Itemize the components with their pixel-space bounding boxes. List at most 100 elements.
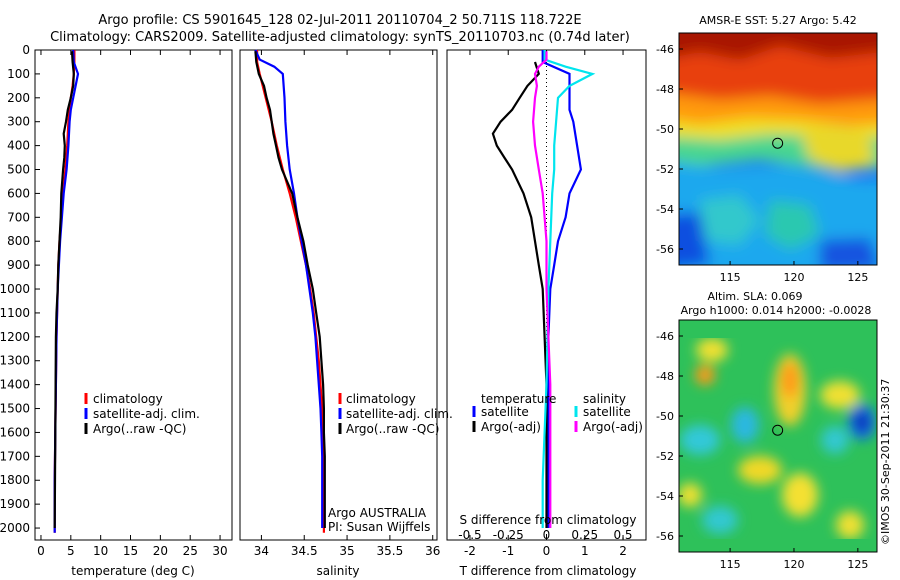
x-tick-label: 15 [123,544,138,558]
sst-lat-tick-labels: -46 -48 -50 -52 -54 -56 [656,43,683,256]
y-tick-label: 1900 [0,497,30,511]
lon-tick-label: 115 [720,271,741,284]
temperature-profiles [53,49,80,533]
legend-label-climatology: climatology [346,392,416,406]
sla-map-frame [678,319,878,553]
y-tick-label: 600 [7,186,30,200]
salinity-legend: climatology satellite-adj. clim. Argo(..… [338,392,453,436]
x-tick-label: -1 [502,544,514,558]
salinity-axes-box [239,49,438,541]
temperature-xlabel: temperature (deg C) [71,564,194,578]
x-tick-label: 30 [212,544,227,558]
x-tick-label: 34 [254,544,269,558]
legend-label-satellite: satellite-adj. clim. [93,407,200,421]
series-line-temperature-argo-adj- [491,61,548,528]
s-tick-label: -0.25 [493,528,524,542]
x-tick-label: 35 [339,544,354,558]
legend-label-t-satellite: satellite [481,405,529,419]
y-tick-label: 1200 [0,330,30,344]
series-line-satellite-adj-clim- [254,49,324,528]
legend-label-t-argo: Argo(-adj) [481,420,541,434]
temperature-legend: climatology satellite-adj. clim. Argo(..… [84,392,200,436]
lat-tick-label: -52 [656,163,674,176]
series-line-argo-raw-qc- [53,51,75,529]
lat-tick-label: -46 [656,43,674,56]
lat-tick-label: -48 [656,370,674,383]
s-difference-tick-labels: -0.5 -0.25 0 0.25 0.5 [458,528,632,542]
lon-tick-label: 125 [847,558,868,571]
y-tick-label: 200 [7,91,30,105]
lat-tick-label: -56 [656,243,674,256]
sst-lon-tick-labels: 115 120 125 [720,261,868,284]
s-tick-label: 0.25 [571,528,598,542]
y-tick-label: 1100 [0,306,30,320]
s-difference-label: S difference from climatology [460,513,637,527]
x-tick-label: 5 [67,544,75,558]
difference-panel: -2 -1 0 1 2 -0.5 -0.25 0 0.25 0.5 S difference f… [446,49,647,578]
sla-lon-tick-labels: 115 120 125 [720,548,868,571]
x-tick-label: 20 [153,544,168,558]
lat-tick-label: -50 [656,123,674,136]
series-line-salinity-satellite [541,50,596,528]
salinity-xlabel: salinity [316,564,359,578]
sla-map: Altim. SLA: 0.069 Argo h1000: 0.014 h200… [656,290,878,571]
figure-title-line1: Argo profile: CS 5901645_128 02-Jul-2011… [98,13,581,28]
sst-map-frame [678,32,878,266]
y-tick-label: 800 [7,234,30,248]
x-tick-label: 2 [619,544,627,558]
sla-map-title: Altim. SLA: 0.069 [707,290,802,303]
y-tick-label: 400 [7,139,30,153]
x-tick-label: 0 [543,544,551,558]
legend-heading-temperature: temperature [481,392,556,406]
temperature-axes-box [34,49,233,541]
lon-tick-label: 120 [783,558,804,571]
x-tick-label: 10 [93,544,108,558]
sla-lat-tick-labels: -46 -48 -50 -52 -54 -56 [656,330,683,543]
y-tick-label: 0 [22,43,30,57]
figure-title-line2: Climatology: CARS2009. Satellite-adjuste… [50,30,630,45]
legend-label-argo: Argo(..raw -QC) [346,422,439,436]
legend-label-argo: Argo(..raw -QC) [93,422,186,436]
lon-tick-label: 125 [847,271,868,284]
x-tick-label: -2 [464,544,476,558]
lon-tick-label: 120 [783,271,804,284]
x-tick-label: 0 [37,544,45,558]
lat-tick-label: -52 [656,450,674,463]
y-tick-label: 1700 [0,449,30,463]
sla-map-subtitle: Argo h1000: 0.014 h2000: -0.0028 [681,304,872,317]
y-tick-label: 2000 [0,521,30,535]
lon-tick-label: 115 [720,558,741,571]
imos-credit: ©IMOS 30-Sep-2011 21:30:37 [879,379,892,545]
s-tick-label: -0.5 [458,528,481,542]
lat-tick-label: -50 [656,410,674,423]
x-tick-label: 25 [183,544,198,558]
depth-tick-labels: 0 100 200 300 400 500 600 700 800 900 1000 1100 1200… [0,43,40,535]
argo-program-note: Argo AUSTRALIA [328,506,427,520]
difference-legend: temperature satellite Argo(-adj) salinit… [472,392,643,434]
argo-pi-note: PI: Susan Wijffels [328,520,430,534]
series-line-argo-raw-qc- [254,51,326,528]
lat-tick-label: -48 [656,83,674,96]
legend-heading-salinity: salinity [583,392,626,406]
y-tick-label: 1400 [0,378,30,392]
x-tick-label: 1 [581,544,589,558]
sst-map-title: AMSR-E SST: 5.27 Argo: 5.42 [699,14,857,27]
y-tick-label: 700 [7,210,30,224]
sst-map: AMSR-E SST: 5.27 Argo: 5.42 -46 -48 -50 -52… [656,14,878,284]
legend-label-s-argo: Argo(-adj) [583,420,643,434]
lat-tick-label: -46 [656,330,674,343]
y-tick-label: 500 [7,163,30,177]
legend-label-satellite: satellite-adj. clim. [346,407,453,421]
difference-profiles [491,50,596,528]
lat-tick-label: -54 [656,203,674,216]
y-tick-label: 1500 [0,402,30,416]
t-difference-xlabel: T difference from climatology [459,564,637,578]
argo-float-marker [772,137,784,149]
y-tick-label: 1300 [0,354,30,368]
x-tick-label: 34.5 [291,544,318,558]
salinity-profiles [254,49,326,533]
lat-tick-label: -56 [656,530,674,543]
legend-label-s-satellite: satellite [583,405,631,419]
s-tick-label: 0.5 [613,528,632,542]
